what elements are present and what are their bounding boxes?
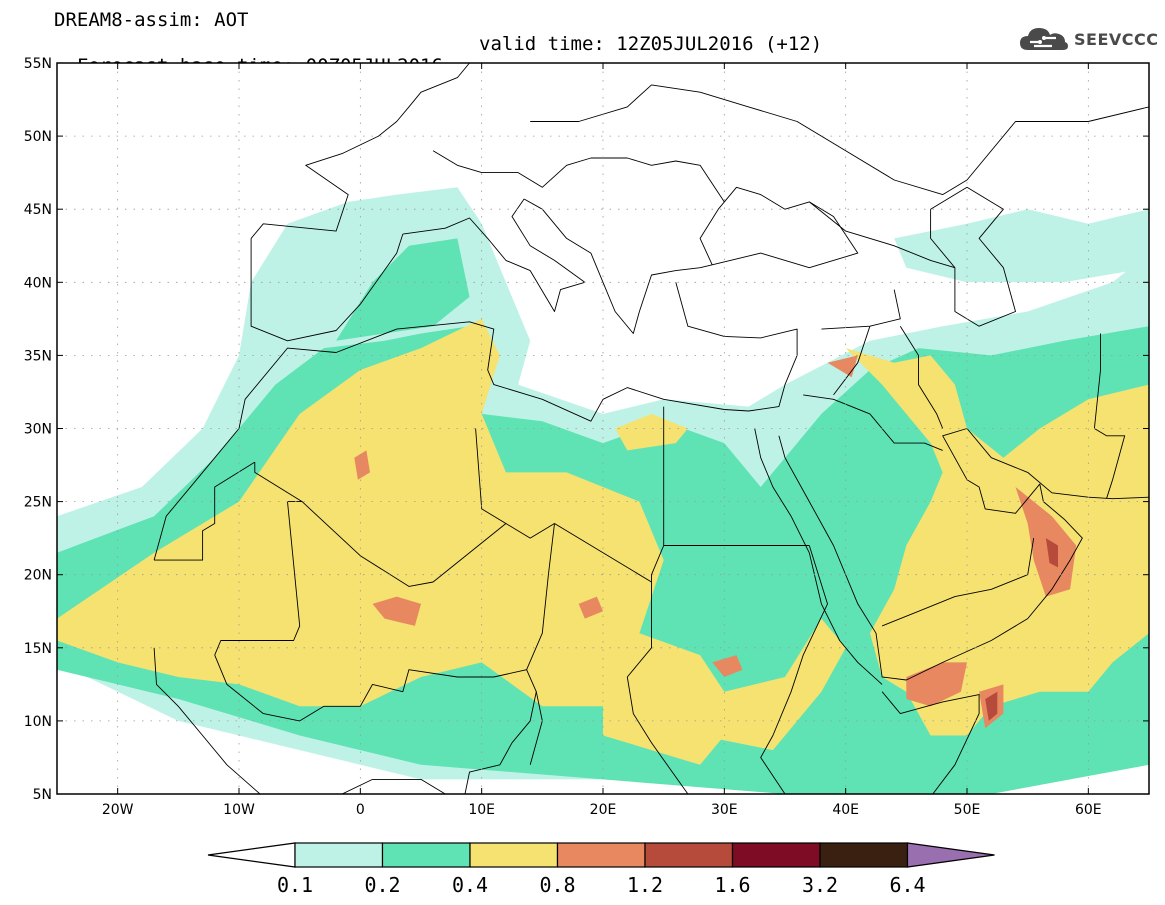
lon-tick-label: 0 [356,802,365,818]
lon-tick-label: 40E [832,802,859,818]
map-title: DREAM8-assim: AOT [54,9,249,31]
latitude-axis: 55N 50N 45N 40N 35N 30N 25N 20N 15N 10N 5N [24,56,1149,803]
colorbar-label: 6.4 [889,873,925,897]
colorbar-segment [294,842,384,868]
border-iraq-iran [899,325,944,429]
border-iran-afghanistan [1093,333,1126,499]
aot-region-9 [372,596,421,626]
coastline-border-layer [153,63,1149,794]
border-caucasus [809,201,956,269]
border-saudi-yemen [881,538,1035,627]
border-west-africa-interior [214,654,527,722]
lat-tick-label: 55N [24,56,52,72]
colorbar-segment [469,842,559,868]
aot-region-3 [336,238,470,341]
border-nigeria-cameroon [464,691,537,794]
colorbar: 0.1 0.2 0.4 0.8 1.2 1.6 3.2 6.4 [207,842,995,897]
border-libya-south-border [475,428,652,583]
lon-tick-label: 20W [102,802,134,818]
border-sudan-ethiopia-border [760,545,828,794]
colorbar-label: 0.8 [539,873,575,897]
aot-region-17 [1045,538,1058,568]
aot-region-4 [57,318,846,751]
seevccc-logo: SEEVCCC [1018,24,1159,54]
colorbar-segment [644,842,734,868]
aot-region-8 [354,450,370,480]
lat-tick-label: 45N [24,202,52,218]
border-black-sea [699,186,859,269]
lat-tick-label: 40N [24,275,52,291]
border-arabia-coast [778,428,1149,681]
border-iberia [250,233,404,342]
border-chad-sudan-border [626,582,689,794]
border-central-europe [432,150,725,203]
border-mauritania [154,461,256,561]
border-france-south-italy [402,198,586,312]
cloud-logo-icon [1020,28,1068,50]
lat-tick-label: 20N [24,568,52,584]
lon-tick-label: 60E [1075,802,1102,818]
lat-tick-label: 15N [24,641,52,657]
colorbar-segment [556,842,646,868]
lat-tick-label: 25N [24,495,52,511]
colorbar-label: 0.2 [364,873,400,897]
colorbar-label: 1.2 [627,873,663,897]
colorbar-over-arrow [906,842,995,868]
aot-region-1 [894,209,1149,283]
border-adriatic-balkans-greece [523,198,713,334]
lon-tick-label: 10E [468,802,495,818]
aot-region-15 [827,355,858,378]
colorbar-under-arrow [207,842,296,868]
lon-tick-label: 30E [711,802,738,818]
aot-region-5 [615,413,688,451]
border-caspian [930,186,1016,327]
graticule [57,63,1149,794]
border-north-africa-coast [153,321,725,561]
colorbar-segment [381,842,471,868]
colorbar-label: 1.6 [714,873,750,897]
longitude-axis: 20W 10W 0 10E 20E 30E 40E 50E 60E [102,63,1102,818]
border-libya-egypt-border [651,406,665,582]
border-algeria-border [254,462,507,587]
colorbar-label: 0.4 [452,873,488,897]
border-horn-of-africa [881,691,980,794]
aot-region-11 [712,655,743,677]
colorbar-segment [731,842,821,868]
lat-tick-label: 35N [24,348,52,364]
aot-field-layer [57,187,1149,794]
aot-region-16 [985,691,998,721]
border-turkey-levant [675,282,798,412]
aot-region-7 [603,691,737,765]
valid-time: valid time: 12Z05JUL2016 (+12) [479,33,823,55]
lat-tick-label: 30N [24,422,52,438]
border-mali-border [214,501,303,656]
border-europe-west-coast [250,63,470,239]
lon-tick-label: 20E [590,802,617,818]
colorbar-segment [819,842,909,868]
lat-tick-label: 50N [24,129,52,145]
lon-tick-label: 10W [223,802,255,818]
aot-region-13 [906,662,967,707]
colorbar-label: 0.1 [277,873,313,897]
border-red-sea-west [754,428,883,685]
lat-tick-label: 10N [24,714,52,730]
lon-tick-label: 50E [954,802,981,818]
aot-region-10 [578,596,603,619]
lat-tick-label: 5N [33,787,52,803]
colorbar-label: 3.2 [802,873,838,897]
aot-region-12 [1015,487,1077,597]
border-gulf-of-guinea [153,647,447,794]
logo-text: SEEVCCC [1074,29,1159,49]
border-eastern-europe [530,84,1149,196]
aot-region-6 [845,348,1149,736]
border-syria-iraq [833,326,871,396]
